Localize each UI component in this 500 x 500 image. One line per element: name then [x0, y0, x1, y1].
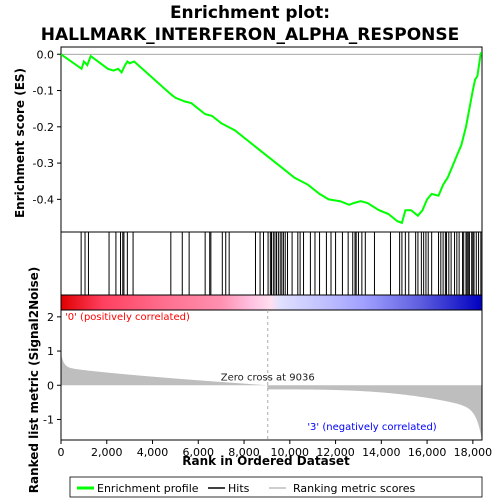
hits-panel: [60, 231, 483, 311]
x-axis: 0 2,000 4,000 6,000 8,000 10,000 12,000 14,000 1…: [58, 440, 493, 459]
x-axis-label: Rank in Ordered Dataset: [182, 454, 350, 468]
es-panel: 0.0 -0.1 -0.2 -0.3 -0.4: [33, 46, 483, 233]
x-tick-label: 2,000: [91, 446, 123, 459]
es-y-tick-label: -0.2: [33, 121, 54, 134]
metric-plot-frame: [60, 309, 483, 441]
metric-y-tick-label: 2: [47, 311, 54, 324]
metric-panel: 2 1 0 -1 Zero cross at 9036 '0' (positively c…: [43, 309, 483, 441]
es-y-tick-label: -0.3: [33, 157, 54, 170]
es-y-tick-label: -0.1: [33, 85, 54, 98]
metric-y-tick-label: 1: [47, 345, 54, 358]
es-y-tick-label: 0.0: [37, 48, 55, 61]
legend-box: [69, 476, 483, 498]
x-tick-label: 6,000: [183, 446, 215, 459]
negative-correlation-label: '3' (negatively correlated): [307, 422, 436, 433]
metric-y-tick-label: -1: [43, 413, 54, 426]
x-tick-label: 10,000: [271, 446, 310, 459]
legend: Enrichment profile Hits Ranking metric s…: [69, 476, 483, 498]
x-tick-label: 18,000: [454, 446, 493, 459]
metric-y-tick-label: 0: [47, 379, 54, 392]
x-tick-label: 0: [58, 446, 65, 459]
zero-cross-label: Zero cross at 9036: [221, 372, 315, 383]
enrichment-profile-line: [60, 52, 482, 225]
legend-hits-label: Hits: [228, 482, 250, 495]
es-y-axis-label: Enrichment score (ES): [13, 68, 27, 218]
legend-metric-label: Ranking metric scores: [293, 482, 415, 495]
x-tick-label: 12,000: [316, 446, 355, 459]
chart-title-line2: HALLMARK_INTERFERON_ALPHA_RESPONSE: [41, 25, 460, 45]
chart-title-line1: Enrichment plot:: [170, 3, 330, 23]
es-y-tick-label: -0.4: [33, 193, 54, 206]
x-tick-label: 14,000: [362, 446, 401, 459]
x-tick-label: 4,000: [137, 446, 169, 459]
metric-y-axis-label: Ranked list metric (Signal2Noise): [27, 267, 41, 494]
x-tick-label: 16,000: [408, 446, 447, 459]
ranking-color-bar: [60, 294, 483, 311]
es-plot-frame: [60, 46, 483, 233]
positive-correlation-label: '0' (positively correlated): [65, 312, 190, 323]
legend-profile-label: Enrichment profile: [97, 482, 199, 495]
x-tick-label: 8,000: [228, 446, 260, 459]
